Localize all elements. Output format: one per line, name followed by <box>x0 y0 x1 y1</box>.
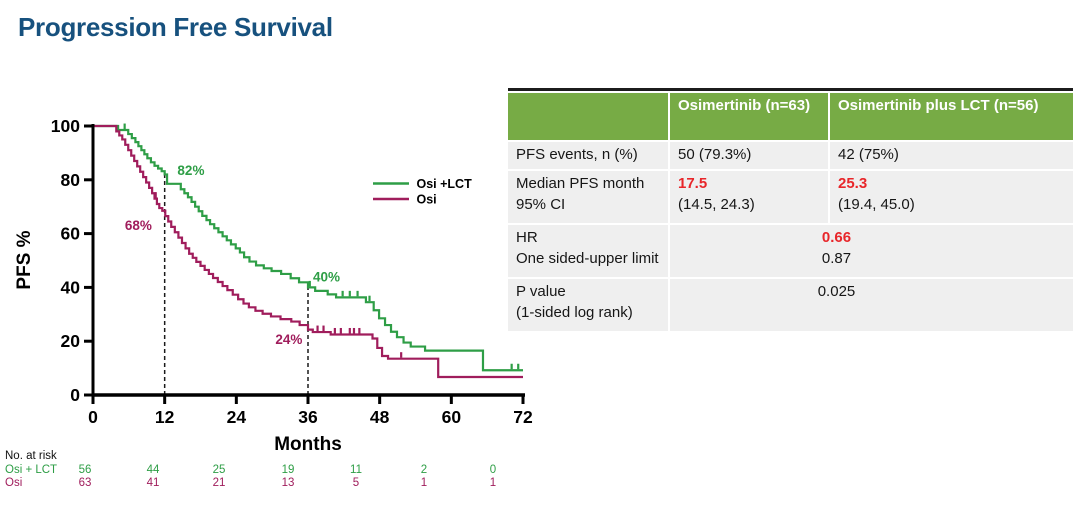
x-tick-label: 60 <box>442 407 462 427</box>
at-risk-count: 2 <box>420 464 428 476</box>
row-label-line: (1-sided log rank) <box>516 304 633 321</box>
table-value: 0.87 <box>821 250 852 267</box>
at-risk-row-osi-lct: Osi + LCT 56 44 25 19 11 2 0 <box>5 464 545 477</box>
table-top-border <box>508 88 1073 91</box>
y-tick-label: 40 <box>61 277 81 297</box>
y-tick-label: 20 <box>61 331 81 351</box>
x-tick-label: 12 <box>155 407 175 427</box>
at-risk-count: 0 <box>489 464 497 476</box>
row-label-line: PFS events, n (%) <box>516 146 638 163</box>
page-title: Progression Free Survival <box>18 12 333 42</box>
row-label-line: P value <box>516 283 566 300</box>
table-row-median-pfs-month: Median PFS month 95% CI 17.5 (14.5, 24.3) 25… <box>508 171 1073 223</box>
table-value: (14.5, 24.3) <box>678 196 755 213</box>
y-tick-label: 0 <box>70 385 80 405</box>
row-label: Median PFS month 95% CI <box>508 171 668 223</box>
at-risk-title: No. at risk <box>5 450 57 462</box>
x-tick-label: 24 <box>227 407 247 427</box>
row-label-line: 95% CI <box>516 196 566 213</box>
at-risk-row-label: Osi <box>5 477 23 489</box>
y-tick-label: 80 <box>61 170 81 190</box>
at-risk-row-label: Osi + LCT <box>5 464 58 476</box>
legend-label: Osi +LCT <box>417 177 473 191</box>
at-risk-count: 44 <box>146 464 160 476</box>
at-risk-count: 1 <box>420 477 428 489</box>
summary-table: Osimertinib (n=63) Osimertinib plus LCT … <box>508 88 1073 333</box>
x-tick-label: 36 <box>298 407 318 427</box>
row-label-line: One sided-upper limit <box>516 250 659 267</box>
table-row-hr: HR One sided-upper limit 0.66 0.87 <box>508 225 1073 277</box>
highlighted-value: 25.3 <box>838 175 868 192</box>
at-risk-row-osi: Osi 63 41 21 13 5 1 1 <box>5 477 545 490</box>
highlighted-value: 0.66 <box>821 229 852 246</box>
at-risk-count: 21 <box>212 477 226 489</box>
at-risk-count: 13 <box>281 477 295 489</box>
table-header-row: Osimertinib (n=63) Osimertinib plus LCT … <box>508 93 1073 140</box>
row-label: HR One sided-upper limit <box>508 225 668 277</box>
osimertinib-value-cell: 50 (79.3%) <box>670 142 828 169</box>
row-label: PFS events, n (%) <box>508 142 668 169</box>
at-risk-count: 41 <box>146 477 160 489</box>
x-tick-label: 48 <box>370 407 390 427</box>
row-label-line: Median PFS month <box>516 175 645 192</box>
table-value: 0.025 <box>817 283 856 300</box>
kaplan-meier-chart: 0 20 40 60 80 100 0 12 24 36 48 60 72 Months PFS % Osi … <box>14 116 533 455</box>
osimertinib-plus-lct-value-cell: 25.3 (19.4, 45.0) <box>830 171 1073 223</box>
y-axis-title: PFS % <box>14 230 35 289</box>
table-row-p-value: P value (1-sided log rank) 0.025 <box>508 279 1073 331</box>
annotation-68pct: 68% <box>125 218 152 233</box>
table-header-osimertinib-plus-lct: Osimertinib plus LCT (n=56) <box>830 93 1073 140</box>
y-tick-label: 60 <box>61 224 81 244</box>
table-row-pfs-events-n-: PFS events, n (%) 50 (79.3%) 42 (75%) <box>508 142 1073 169</box>
x-axis-title: Months <box>274 434 342 455</box>
at-risk-count: 56 <box>78 464 92 476</box>
at-risk-count: 1 <box>489 477 497 489</box>
annotation-24pct: 24% <box>275 332 302 347</box>
table-value: 42 (75%) <box>838 146 899 163</box>
table-header-osimertinib: Osimertinib (n=63) <box>670 93 828 140</box>
table-header-empty <box>508 93 668 140</box>
osimertinib-value-cell: 17.5 (14.5, 24.3) <box>670 171 828 223</box>
at-risk-count: 5 <box>352 477 360 489</box>
table-value: 50 (79.3%) <box>678 146 752 163</box>
row-label-line: HR <box>516 229 538 246</box>
at-risk-count: 25 <box>212 464 226 476</box>
merged-value-cell: 0.025 <box>670 279 1073 331</box>
at-risk-count: 63 <box>78 477 92 489</box>
at-risk-count: 11 <box>350 464 362 476</box>
km-curve-osi-lct <box>93 124 523 372</box>
x-tick-label: 0 <box>88 407 98 427</box>
table-value: (19.4, 45.0) <box>838 196 915 213</box>
x-tick-label: 72 <box>513 407 533 427</box>
legend-label: Osi <box>417 193 437 207</box>
osimertinib-plus-lct-value-cell: 42 (75%) <box>830 142 1073 169</box>
annotation-82pct: 82% <box>177 163 204 178</box>
y-tick-label: 100 <box>51 116 80 136</box>
row-label: P value (1-sided log rank) <box>508 279 668 331</box>
km-curve-osi <box>93 124 523 379</box>
merged-value-cell: 0.66 0.87 <box>670 225 1073 277</box>
annotation-40pct: 40% <box>313 270 340 285</box>
at-risk-count: 19 <box>281 464 295 476</box>
highlighted-value: 17.5 <box>678 175 708 192</box>
